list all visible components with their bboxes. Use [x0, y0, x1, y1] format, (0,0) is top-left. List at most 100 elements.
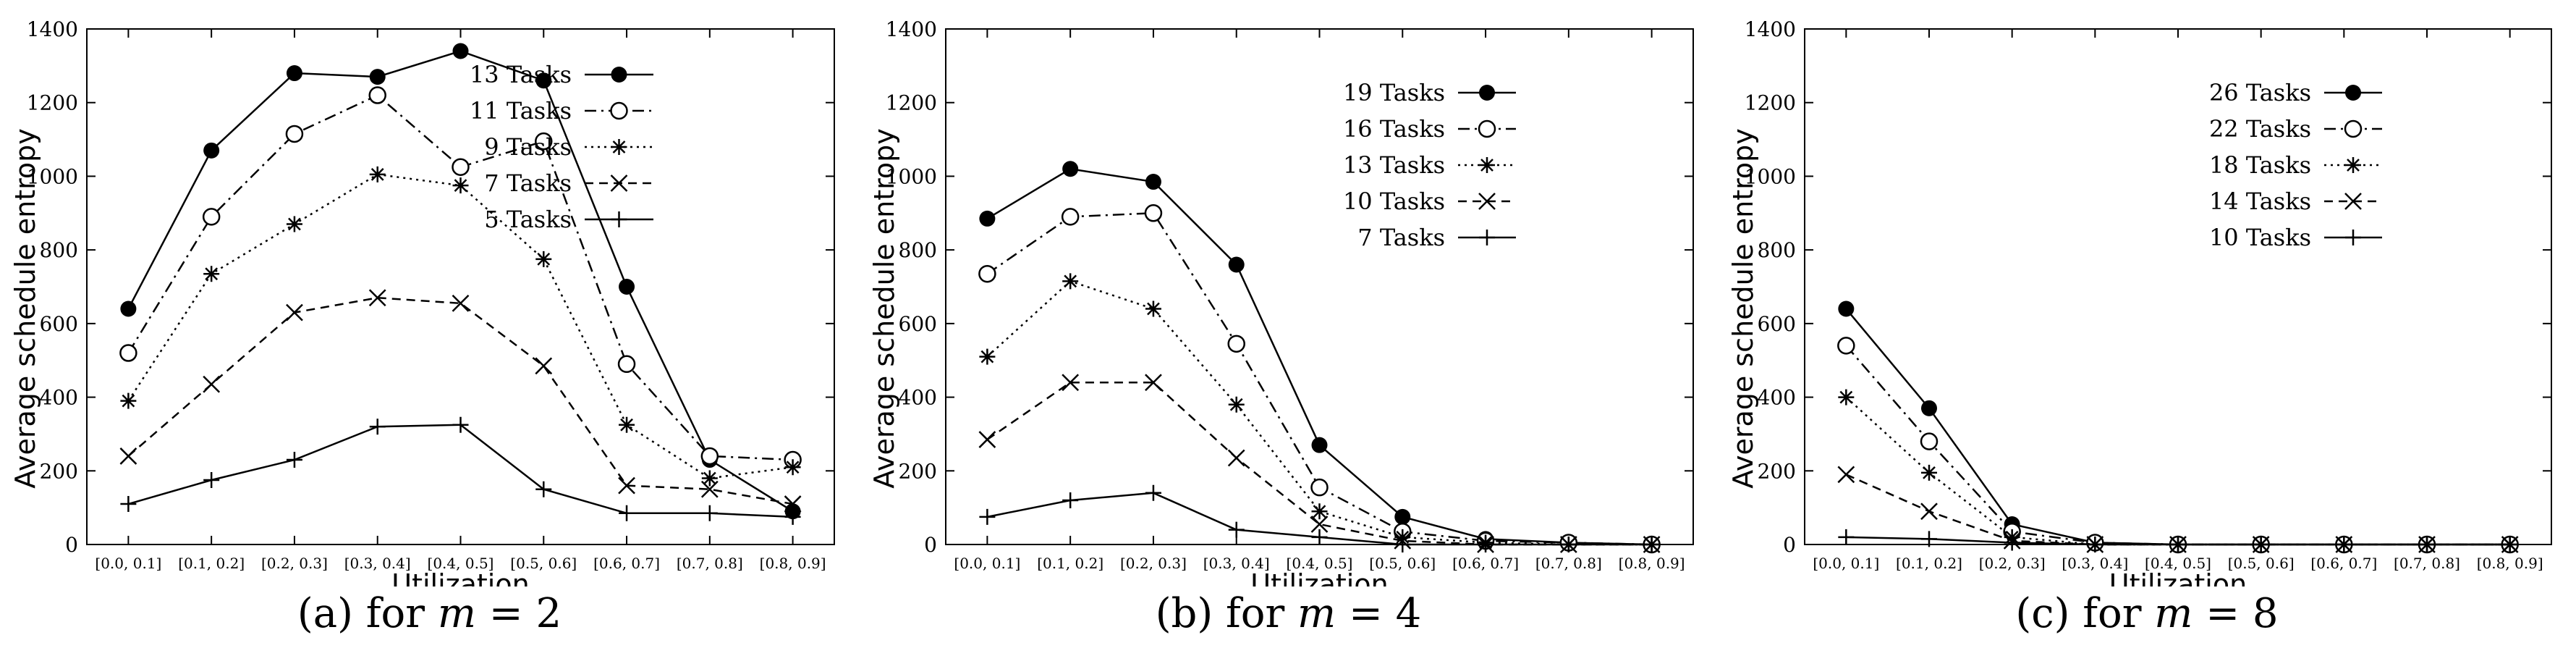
data-point: [2336, 537, 2352, 552]
series-line: [986, 381, 1652, 546]
y-tick-label: 1200: [886, 91, 937, 115]
x-tick-label: [0.3, 0.4]: [344, 555, 411, 572]
data-point: [203, 266, 220, 282]
data-point: [286, 452, 302, 468]
x-tick-label: [0.1, 0.2]: [1037, 555, 1103, 572]
legend-label: 9 Tasks: [484, 133, 572, 161]
series-line: [127, 50, 794, 513]
series-13-tasks: [120, 43, 801, 520]
data-point: [202, 208, 221, 226]
legend-marker: [1479, 157, 1495, 173]
x-tick-label: [0.5, 0.6]: [510, 555, 577, 572]
data-point: [2004, 534, 2020, 551]
y-tick-label: 400: [899, 386, 937, 410]
chart-panel-a: 0 200 400 600 800 1000 1200 1400 [0.0, 0.1] [0.1,…: [0, 0, 859, 656]
legend-marker: [610, 101, 628, 120]
data-point: [1311, 529, 1328, 545]
series-line: [1845, 396, 2510, 546]
series-5-tasks: [120, 416, 801, 525]
y-tick-label: 600: [40, 312, 78, 336]
data-point: [1478, 537, 1494, 552]
data-point: [286, 303, 303, 321]
y-tick-label: 1200: [27, 91, 78, 115]
x-axis-label: Utilization: [391, 568, 529, 586]
data-point: [1920, 502, 1938, 521]
data-point: [535, 481, 552, 497]
x-tick-label: [0.2, 0.3]: [1979, 555, 2046, 572]
data-point: [619, 416, 635, 433]
data-point: [2253, 537, 2269, 552]
plot-frame: [945, 28, 1694, 545]
x-tick-label: [0.0, 0.1]: [95, 555, 161, 572]
y-axis-label: Average schedule entropy: [1727, 128, 1759, 489]
series-line: [127, 173, 793, 479]
x-tick-label: [0.7, 0.8]: [2394, 555, 2460, 572]
caption-prefix: (a) for: [297, 590, 438, 637]
data-point: [1837, 466, 1855, 484]
data-point: [1145, 374, 1162, 392]
data-point: [452, 295, 470, 312]
x-tick-label: [0.6, 0.7]: [1452, 555, 1519, 572]
series-9-tasks: [120, 166, 801, 487]
data-point: [979, 508, 996, 525]
data-point: [1394, 537, 1411, 552]
data-point: [203, 375, 221, 393]
y-tick-label: 400: [40, 386, 78, 410]
data-point: [619, 279, 635, 295]
series-16-tasks: [978, 204, 1661, 554]
x-tick-label: [0.8, 0.9]: [2477, 555, 2543, 572]
data-point: [1838, 529, 1855, 545]
data-point: [1921, 464, 1937, 481]
y-tick-label: 200: [899, 459, 937, 483]
legend-label: 10 Tasks: [2209, 224, 2311, 251]
data-point: [1837, 337, 1855, 355]
legend-marker: [610, 174, 628, 192]
chart-c-caption: (c) for m = 8: [1718, 590, 2576, 637]
data-point: [1228, 396, 1245, 413]
y-tick-label: 600: [899, 312, 937, 336]
data-point: [1062, 492, 1079, 508]
chart-panel-c: 0 200 400 600 800 1000 1200 1400 [0.0, 0.1] [0.1,…: [1718, 0, 2576, 656]
data-point: [535, 357, 553, 375]
data-point: [1921, 531, 1937, 547]
legend-label: 26 Tasks: [2209, 79, 2311, 106]
data-point: [1838, 300, 1855, 317]
data-point: [1062, 374, 1080, 392]
x-tick-label: [0.3, 0.4]: [2062, 555, 2128, 572]
x-axis-label: Utilization: [2109, 568, 2247, 586]
chart-a-caption: (a) for m = 2: [0, 590, 859, 637]
caption-prefix: (b) for: [1155, 590, 1298, 637]
data-point: [120, 392, 137, 409]
y-tick-label: 800: [1758, 238, 1796, 262]
legend-marker: [1479, 85, 1495, 101]
x-tick-label: [0.7, 0.8]: [1535, 555, 1602, 572]
x-tick-label: [0.2, 0.3]: [1120, 555, 1187, 572]
series-22-tasks: [1837, 337, 2519, 554]
data-point: [2419, 537, 2435, 552]
series-line: [1845, 308, 2510, 546]
legend-label: 22 Tasks: [2209, 115, 2311, 143]
x-tick-label: [0.4, 0.5]: [1287, 555, 1353, 572]
data-point: [1062, 273, 1079, 290]
legend-marker: [611, 211, 627, 227]
series-10-tasks: [978, 374, 1661, 553]
legend-label: 16 Tasks: [1343, 115, 1445, 143]
data-point: [1145, 484, 1161, 501]
data-point: [285, 125, 304, 143]
data-point: [119, 344, 137, 362]
x-tick-label: [0.5, 0.6]: [1369, 555, 1436, 572]
data-point: [701, 505, 718, 521]
data-point: [784, 459, 801, 476]
data-point: [619, 505, 635, 521]
legend-marker: [2345, 230, 2361, 245]
data-point: [784, 508, 801, 525]
legend-label: 5 Tasks: [484, 206, 572, 233]
data-point: [203, 142, 220, 159]
data-point: [535, 72, 552, 89]
x-tick-label: [0.0, 0.1]: [1813, 555, 1879, 572]
data-point: [535, 251, 552, 267]
data-point: [1145, 300, 1161, 317]
data-point: [452, 43, 469, 59]
chart-panel-b: 0 200 400 600 800 1000 1200 1400 [0.0, 0.1] [0.1,…: [859, 0, 1718, 656]
y-axis-label: Average schedule entropy: [868, 128, 900, 489]
